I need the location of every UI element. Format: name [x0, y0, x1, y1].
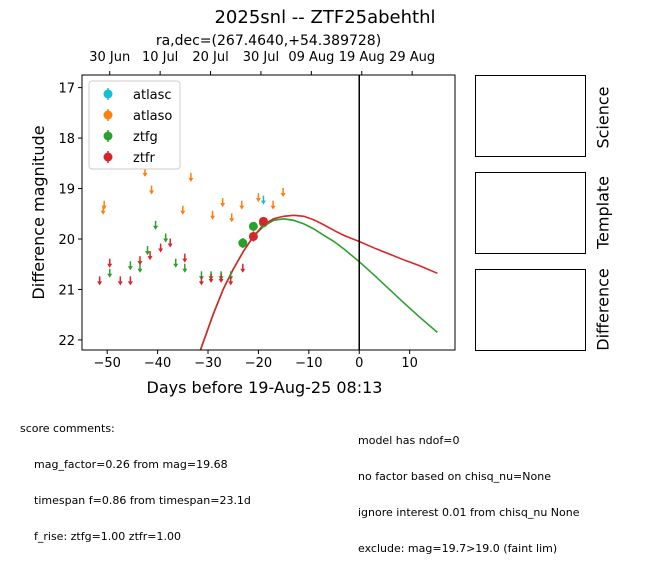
- upper-limit-arrow-atlaso: [220, 203, 226, 208]
- y-tick-label: 19: [58, 183, 75, 198]
- legend-box: [88, 80, 181, 170]
- upper-limit-arrow-atlaso: [149, 190, 155, 195]
- x-tick-label: −30: [194, 356, 221, 371]
- legend: atlasc atlaso ztfg ztfr: [88, 80, 181, 170]
- x-tick-label: −20: [245, 356, 272, 371]
- legend-label-ztfg: ztfg: [133, 130, 158, 145]
- model-comments: model has ndof=0 no factor based on chis…: [358, 411, 580, 567]
- y-axis-label: Difference magnitude: [29, 125, 48, 299]
- top-tick-label: 09 Aug: [288, 50, 334, 65]
- detection-point-ztfg: [238, 238, 248, 248]
- upper-limit-arrow-ztfg: [107, 273, 113, 278]
- chart-subtitle: ra,dec=(267.4640,+54.389728): [155, 33, 382, 49]
- detection-point-ztfr: [248, 231, 258, 241]
- upper-limit-arrow-atlaso: [210, 215, 216, 220]
- x-axis-label: Days before 19-Aug-25 08:13: [147, 378, 383, 397]
- upper-limit-arrow-atlaso: [270, 205, 276, 210]
- upper-limit-arrow-ztfg: [145, 251, 151, 256]
- upper-limit-arrow-atlaso: [280, 193, 286, 198]
- upper-limit-arrow-atlaso: [188, 177, 194, 182]
- upper-limit-arrow-ztfr: [182, 258, 188, 263]
- y-tick-label: 20: [58, 233, 75, 248]
- detection-point-ztfg: [248, 221, 258, 231]
- upper-limit-arrow-atlaso: [100, 210, 106, 215]
- legend-marker-atlaso: [103, 110, 113, 120]
- upper-limit-arrow-ztfr: [147, 256, 153, 261]
- upper-limit-arrow-ztfg: [127, 266, 133, 271]
- upper-limit-arrow-atlaso: [101, 205, 107, 210]
- top-tick-label: 20 Jul: [192, 50, 228, 65]
- x-tick-label: −10: [295, 356, 322, 371]
- top-tick-label: 10 Jul: [142, 50, 178, 65]
- upper-limit-arrow-atlaso: [229, 218, 235, 223]
- upper-limit-arrow-ztfr: [167, 243, 173, 248]
- upper-limit-arrow-atlaso: [180, 210, 186, 215]
- upper-limit-arrow-ztfg: [173, 263, 179, 268]
- y-tick-label: 21: [58, 283, 75, 298]
- score-comments: score comments: mag_factor=0.26 from mag…: [20, 399, 251, 555]
- model-curve-ztfr: [199, 214, 438, 350]
- upper-limit-arrow-atlaso: [239, 205, 245, 210]
- difference-label: Difference: [593, 268, 613, 351]
- plot-frame: [81, 74, 456, 351]
- model-comment-line: model has ndof=0: [358, 434, 460, 447]
- upper-limit-arrow-ztfr: [107, 263, 113, 268]
- model-comment-line: ignore interest 0.01 from chisq_nu None: [358, 506, 580, 519]
- upper-limit-arrow-ztfr: [158, 248, 164, 253]
- upper-limit-arrow-ztfr: [228, 281, 234, 286]
- upper-limit-arrow-ztfr: [97, 281, 103, 286]
- legend-label-atlaso: atlaso: [133, 109, 172, 124]
- upper-limit-arrow-ztfr: [127, 281, 133, 286]
- y-tick-label: 22: [58, 334, 75, 349]
- legend-label-atlasc: atlasc: [133, 88, 172, 103]
- science-label: Science: [593, 86, 613, 149]
- chart-title: 2025snl -- ZTF25abehthl: [214, 7, 436, 28]
- upper-limit-arrow-ztfr: [198, 281, 204, 286]
- x-tick-label: 10: [401, 356, 418, 371]
- model-comment-line: exclude: mag=19.7>19.0 (faint lim): [358, 542, 558, 555]
- x-tick-label: −40: [144, 356, 171, 371]
- upper-limit-arrow-ztfg: [163, 238, 169, 243]
- top-tick-label: 29 Aug: [389, 50, 435, 65]
- x-tick-label: 0: [355, 356, 363, 371]
- legend-marker-ztfr: [103, 152, 113, 162]
- template-label: Template: [593, 176, 613, 250]
- upper-limit-arrow-atlaso: [142, 172, 148, 177]
- top-tick-label: 19 Aug: [339, 50, 385, 65]
- model-curve-ztfg: [199, 217, 438, 350]
- science-stamp: [475, 75, 586, 157]
- detection-point-ztfr: [258, 216, 268, 226]
- upper-limit-arrow-ztfr: [208, 278, 214, 283]
- score-comment-line: f_rise: ztfg=1.00 ztfr=1.00: [34, 530, 181, 543]
- lightcurve-chart: −50 −40 −30 −20 −10 0 10 17 18 19 20 21 22 30 Jun 10 J…: [29, 50, 456, 397]
- upper-limit-arrow-atlasc: [260, 200, 266, 205]
- model-comment-line: no factor based on chisq_nu=None: [358, 470, 551, 483]
- x-tick-label: −50: [93, 356, 120, 371]
- legend-marker-atlasc: [103, 89, 113, 99]
- template-stamp: [475, 172, 586, 254]
- upper-limit-arrow-ztfg: [182, 268, 188, 273]
- upper-limit-arrow-ztfg: [137, 268, 143, 273]
- score-comments-heading: score comments:: [20, 422, 115, 435]
- score-comment-line: mag_factor=0.26 from mag=19.68: [34, 458, 228, 471]
- difference-stamp: [475, 269, 586, 351]
- y-tick-label: 18: [58, 132, 75, 147]
- legend-marker-ztfg: [103, 131, 113, 141]
- upper-limit-arrow-ztfr: [240, 268, 246, 273]
- upper-limit-arrow-atlaso: [255, 198, 261, 203]
- score-comment-line: timespan f=0.86 from timespan=23.1d: [34, 494, 251, 507]
- upper-limit-arrow-ztfr: [218, 278, 224, 283]
- top-tick-label: 30 Jul: [243, 50, 279, 65]
- upper-limit-arrow-ztfr: [117, 281, 123, 286]
- top-tick-label: 30 Jun: [89, 50, 130, 65]
- legend-label-ztfr: ztfr: [133, 151, 155, 166]
- y-tick-label: 17: [58, 82, 75, 97]
- upper-limit-arrow-ztfg: [153, 225, 159, 230]
- upper-limit-arrow-ztfr: [137, 261, 143, 266]
